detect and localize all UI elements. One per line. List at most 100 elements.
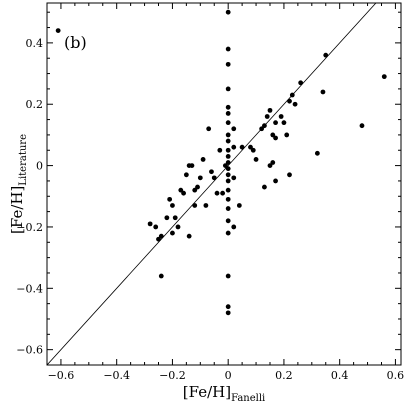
data-point	[183, 172, 189, 178]
data-point	[211, 175, 217, 181]
x-axis-title: [Fe/H]Fanelli	[183, 383, 266, 404]
data-point	[231, 144, 237, 150]
data-point	[225, 160, 231, 165]
data-point	[186, 163, 192, 168]
x-tick-label: 0.4	[331, 369, 349, 382]
data-point	[225, 46, 231, 52]
y-tick-label: −0.4	[16, 282, 43, 295]
data-point	[248, 144, 253, 150]
data-point	[273, 135, 278, 141]
data-point	[203, 203, 209, 208]
data-point	[278, 114, 284, 119]
data-point	[262, 123, 267, 129]
data-point	[225, 138, 231, 144]
data-point	[381, 74, 387, 80]
data-point	[284, 132, 290, 138]
data-point	[236, 203, 242, 208]
data-point	[225, 147, 231, 153]
data-point	[147, 221, 153, 227]
data-point	[170, 230, 175, 236]
data-points	[55, 9, 387, 316]
data-point	[287, 98, 292, 104]
data-point	[262, 184, 267, 190]
data-point	[231, 126, 237, 132]
panel-label: (b)	[64, 33, 87, 52]
data-point	[225, 172, 231, 178]
y-tick-label: 0.4	[26, 37, 44, 50]
data-point	[225, 9, 231, 15]
data-point	[225, 61, 231, 67]
data-point	[172, 215, 178, 221]
data-point	[264, 114, 270, 119]
data-point	[225, 111, 231, 116]
data-point	[206, 126, 212, 132]
x-tick-label: 0.2	[275, 369, 293, 382]
data-point	[167, 196, 173, 202]
data-point	[314, 150, 320, 156]
data-point	[225, 86, 231, 92]
data-point	[186, 233, 192, 239]
data-point	[225, 310, 231, 316]
data-point	[214, 190, 220, 196]
data-point	[298, 80, 304, 86]
data-point	[153, 224, 159, 230]
data-point	[225, 104, 231, 110]
data-point	[225, 187, 231, 193]
data-point	[267, 107, 273, 113]
data-point	[217, 147, 223, 153]
data-point	[181, 190, 186, 196]
data-point	[225, 304, 231, 310]
axis-ticks: −0.6 −0.4 −0.2 0 0.2 0.4 0.6 −0.6 −0.4 −0.2 0 0.2 0.…	[16, 3, 404, 382]
x-tick-label: 0	[225, 369, 232, 382]
data-point	[192, 187, 198, 193]
data-point	[178, 187, 184, 193]
x-tick-label: −0.4	[103, 369, 130, 382]
y-tick-label: −0.6	[16, 344, 43, 357]
data-point	[170, 203, 175, 208]
x-tick-label: −0.2	[159, 369, 186, 382]
data-point	[270, 160, 276, 165]
x-tick-label: 0.6	[387, 369, 405, 382]
data-point	[225, 273, 231, 279]
data-point	[225, 166, 231, 172]
data-point	[250, 147, 256, 153]
data-point	[192, 203, 198, 208]
data-point	[225, 218, 231, 224]
data-point	[225, 178, 231, 184]
data-point	[225, 132, 231, 138]
x-tick-label: −0.6	[48, 369, 75, 382]
y-tick-label: 0	[36, 160, 43, 173]
y-axis-title: [Fe/H]Literature	[8, 134, 29, 234]
data-point	[158, 233, 164, 239]
data-point	[225, 196, 231, 202]
data-point	[287, 172, 292, 178]
data-point	[231, 224, 237, 230]
data-point	[239, 144, 245, 150]
data-point	[267, 163, 273, 168]
data-point	[289, 92, 295, 98]
plot-frame	[46, 2, 402, 366]
data-point	[222, 163, 228, 168]
reference-line-group	[47, 3, 377, 365]
data-point	[281, 120, 287, 126]
data-point	[292, 101, 298, 107]
data-point	[320, 89, 326, 95]
data-point	[253, 157, 259, 162]
y-tick-label: −0.2	[16, 221, 43, 234]
data-point	[156, 236, 161, 242]
data-point	[273, 120, 278, 126]
y-tick-label: 0.2	[26, 98, 44, 111]
data-point	[225, 206, 231, 211]
data-point	[273, 178, 278, 184]
data-point	[259, 126, 265, 132]
data-point	[225, 230, 231, 236]
data-point	[323, 52, 329, 58]
data-point	[225, 153, 231, 159]
data-point	[270, 132, 276, 138]
data-point	[359, 123, 365, 129]
data-point	[225, 120, 231, 126]
data-point	[175, 224, 181, 230]
data-point	[195, 184, 200, 190]
data-point	[158, 273, 164, 279]
